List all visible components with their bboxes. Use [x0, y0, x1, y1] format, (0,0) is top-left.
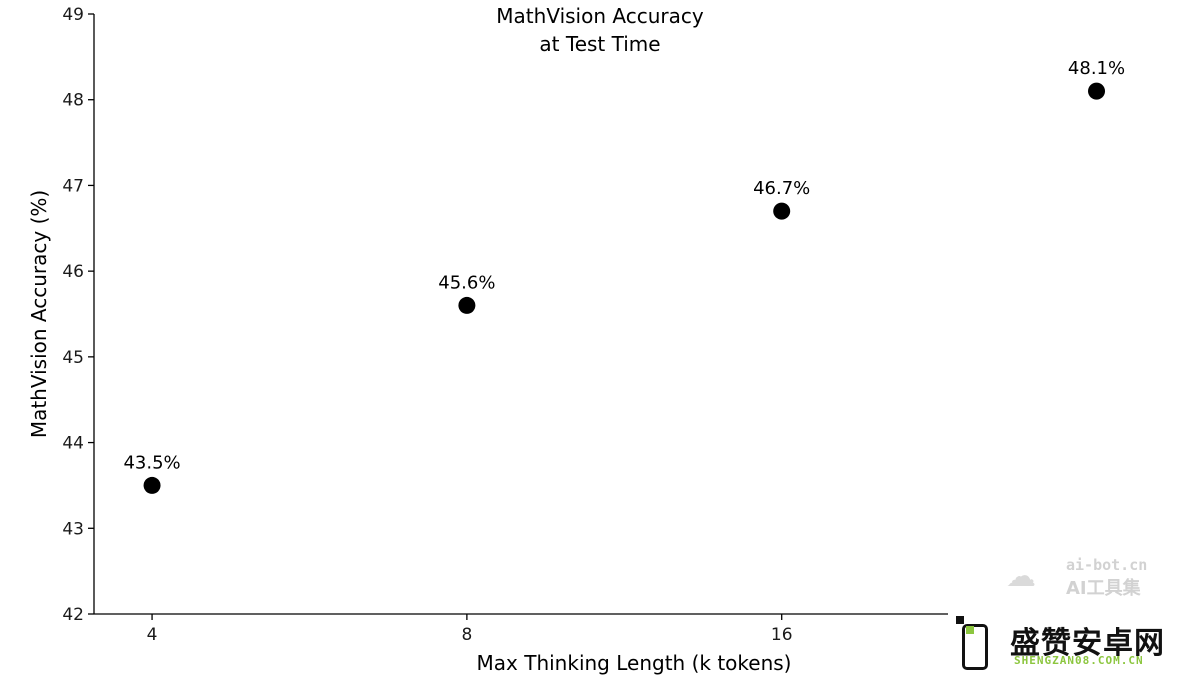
- y-tick-label: 46: [62, 262, 84, 282]
- data-label: 48.1%: [1068, 58, 1125, 79]
- cloud-icon: ☁: [1006, 559, 1036, 594]
- data-point: [458, 296, 476, 314]
- chart-title-line-1: MathVision Accuracy: [496, 4, 704, 28]
- x-axis-title: Max Thinking Length (k tokens): [477, 651, 792, 675]
- y-tick-label: 49: [62, 5, 84, 25]
- data-label: 46.7%: [753, 178, 810, 199]
- chart-title-line-2: at Test Time: [539, 32, 660, 56]
- data-points: [143, 82, 1106, 494]
- ai-bot-watermark-name: AI工具集: [1066, 578, 1141, 599]
- shengzan-watermark: 盛赞安卓网 SHENGZAN08.COM.CN: [952, 612, 1196, 674]
- y-tick-label: 44: [62, 434, 84, 454]
- chart-title: MathVision Accuracy at Test Time: [496, 4, 704, 56]
- x-tick-label: 4: [147, 625, 158, 645]
- y-tick-label: 45: [62, 348, 84, 368]
- data-label: 43.5%: [123, 452, 180, 473]
- x-axis-ticks: 4 8 16: [147, 614, 793, 645]
- logo-square-green: [966, 626, 974, 634]
- y-axis-title: MathVision Accuracy (%): [27, 190, 51, 438]
- data-point: [143, 476, 161, 494]
- data-point: [773, 202, 791, 220]
- logo-square-dark: [956, 616, 964, 624]
- y-tick-label: 42: [62, 605, 84, 625]
- y-axis-ticks: 42 43 44 45 46 47 48 49: [62, 5, 94, 625]
- x-tick-label: 8: [461, 625, 472, 645]
- y-tick-label: 48: [62, 91, 84, 111]
- ai-bot-watermark-url: ai-bot.cn: [1066, 556, 1148, 574]
- y-tick-label: 43: [62, 519, 84, 539]
- y-tick-label: 47: [62, 176, 84, 196]
- ai-bot-watermark: ☁ ai-bot.cn AI工具集: [1004, 556, 1174, 602]
- shengzan-watermark-name: 盛赞安卓网: [1010, 626, 1165, 661]
- shengzan-watermark-url: SHENGZAN08.COM.CN: [1014, 654, 1144, 667]
- x-tick-label: 16: [771, 625, 793, 645]
- data-labels: 43.5% 45.6% 46.7% 48.1%: [123, 58, 1125, 473]
- phone-icon: [962, 624, 988, 670]
- data-point: [1088, 82, 1106, 100]
- data-label: 45.6%: [438, 272, 495, 293]
